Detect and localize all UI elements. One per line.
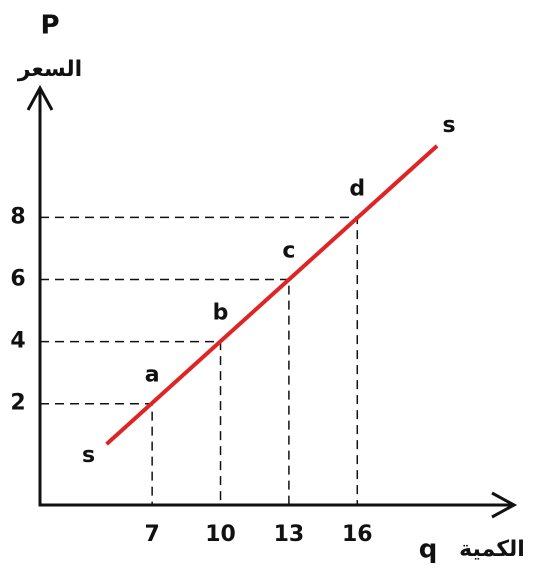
x-axis-label: q <box>419 535 438 565</box>
y-tick-label: 8 <box>10 204 25 229</box>
axes <box>38 90 512 507</box>
x-tick-label: 13 <box>274 522 305 547</box>
x-tick-label: 7 <box>144 522 159 547</box>
supply-line <box>105 144 439 446</box>
point-label: d <box>349 176 365 201</box>
x-arrow <box>491 491 518 519</box>
y-axis-label: P <box>40 11 59 41</box>
y-arrow <box>26 84 54 111</box>
point-label: c <box>282 238 295 263</box>
line-end-label: s <box>443 113 456 138</box>
point-label: a <box>145 363 160 388</box>
y-tick-label: 2 <box>10 391 25 416</box>
y-axis-sublabel: السعر <box>17 57 82 82</box>
line-start-label: s <box>82 443 95 468</box>
x-tick-label: 16 <box>342 522 373 547</box>
y-tick-label: 4 <box>10 329 25 354</box>
y-tick-label: 6 <box>10 266 25 291</box>
x-axis-sublabel: الكمية <box>459 537 525 562</box>
point-label: b <box>213 301 229 326</box>
x-tick-label: 10 <box>205 522 236 547</box>
